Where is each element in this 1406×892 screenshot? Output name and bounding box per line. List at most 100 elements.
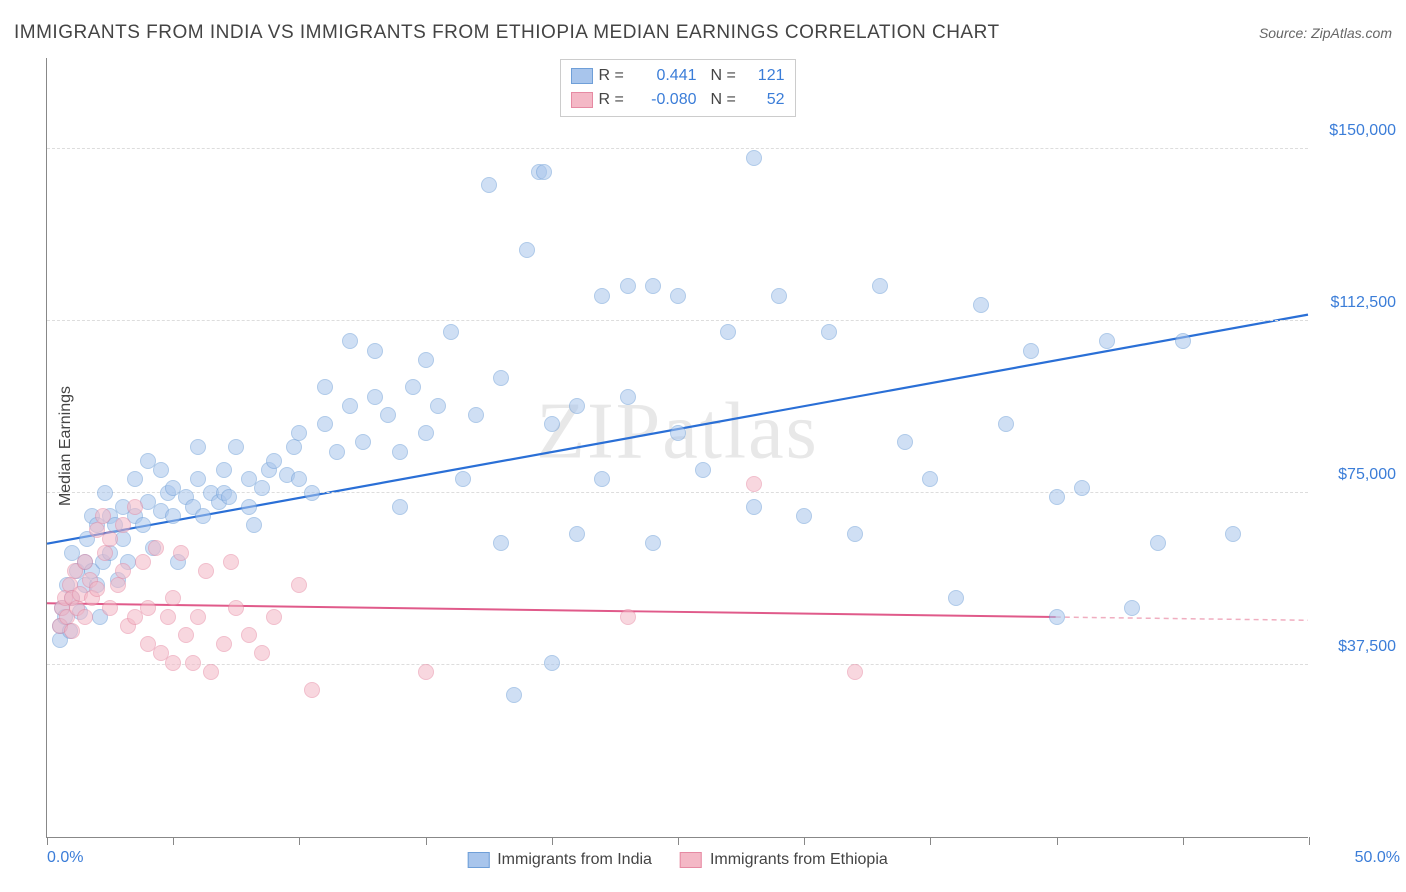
data-point [922,471,938,487]
data-point [165,590,181,606]
data-point [173,545,189,561]
data-point [228,439,244,455]
y-tick-label: $150,000 [1329,122,1396,140]
data-point [392,499,408,515]
series-legend: Immigrants from India Immigrants from Eth… [467,851,888,869]
data-point [223,554,239,570]
data-point [254,645,270,661]
x-tick [678,837,679,845]
data-point [569,398,585,414]
x-tick [804,837,805,845]
data-point [266,453,282,469]
data-point [443,324,459,340]
data-point [203,664,219,680]
x-tick [552,837,553,845]
data-point [720,324,736,340]
data-point [481,177,497,193]
data-point [367,389,383,405]
data-point [102,600,118,616]
legend-n-label: N = [711,64,743,88]
series-legend-label: Immigrants from India [497,851,652,869]
chart-title: IMMIGRANTS FROM INDIA VS IMMIGRANTS FROM… [14,22,1000,44]
data-point [1023,343,1039,359]
series-legend-label: Immigrants from Ethiopia [710,851,888,869]
data-point [493,535,509,551]
data-point [1049,609,1065,625]
data-point [872,278,888,294]
legend-swatch [680,852,702,868]
data-point [695,462,711,478]
legend-n-label: N = [711,88,743,112]
data-point [367,343,383,359]
data-point [746,150,762,166]
scatter-plot: ZIPatlas R =0.441N =121R =-0.080N =52 Im… [46,58,1308,838]
data-point [64,623,80,639]
data-point [342,398,358,414]
data-point [544,416,560,432]
y-tick-label: $37,500 [1338,638,1396,656]
data-point [127,499,143,515]
data-point [594,288,610,304]
data-point [620,389,636,405]
data-point [1150,535,1166,551]
data-point [178,627,194,643]
data-point [304,485,320,501]
correlation-legend-row: R =0.441N =121 [571,64,785,88]
data-point [216,462,232,478]
data-point [569,526,585,542]
data-point [645,278,661,294]
x-tick [930,837,931,845]
data-point [241,499,257,515]
x-tick [426,837,427,845]
data-point [746,476,762,492]
data-point [455,471,471,487]
x-max-label: 50.0% [1355,849,1400,867]
data-point [140,600,156,616]
data-point [135,554,151,570]
data-point [1124,600,1140,616]
data-point [771,288,787,304]
legend-n-value: 52 [749,88,785,112]
x-tick [1183,837,1184,845]
gridline [47,148,1308,149]
data-point [241,627,257,643]
gridline [47,664,1308,665]
data-point [254,480,270,496]
data-point [1175,333,1191,349]
data-point [291,425,307,441]
data-point [418,352,434,368]
data-point [847,526,863,542]
data-point [190,471,206,487]
x-tick [47,837,48,845]
data-point [198,563,214,579]
data-point [796,508,812,524]
data-point [95,508,111,524]
data-point [544,655,560,671]
data-point [185,655,201,671]
trend-line [1056,617,1308,620]
data-point [97,485,113,501]
data-point [519,242,535,258]
legend-swatch [571,92,593,108]
correlation-legend: R =0.441N =121R =-0.080N =52 [560,59,796,117]
series-legend-item: Immigrants from India [467,851,652,869]
data-point [190,609,206,625]
data-point [594,471,610,487]
data-point [266,609,282,625]
x-tick [1057,837,1058,845]
data-point [418,425,434,441]
data-point [89,581,105,597]
correlation-legend-row: R =-0.080N =52 [571,88,785,112]
y-tick-label: $75,000 [1338,466,1396,484]
data-point [418,664,434,680]
data-point [286,439,302,455]
data-point [165,655,181,671]
data-point [620,609,636,625]
data-point [165,508,181,524]
data-point [670,288,686,304]
data-point [77,609,93,625]
data-point [77,554,93,570]
gridline [47,492,1308,493]
x-min-label: 0.0% [47,849,83,867]
data-point [190,439,206,455]
